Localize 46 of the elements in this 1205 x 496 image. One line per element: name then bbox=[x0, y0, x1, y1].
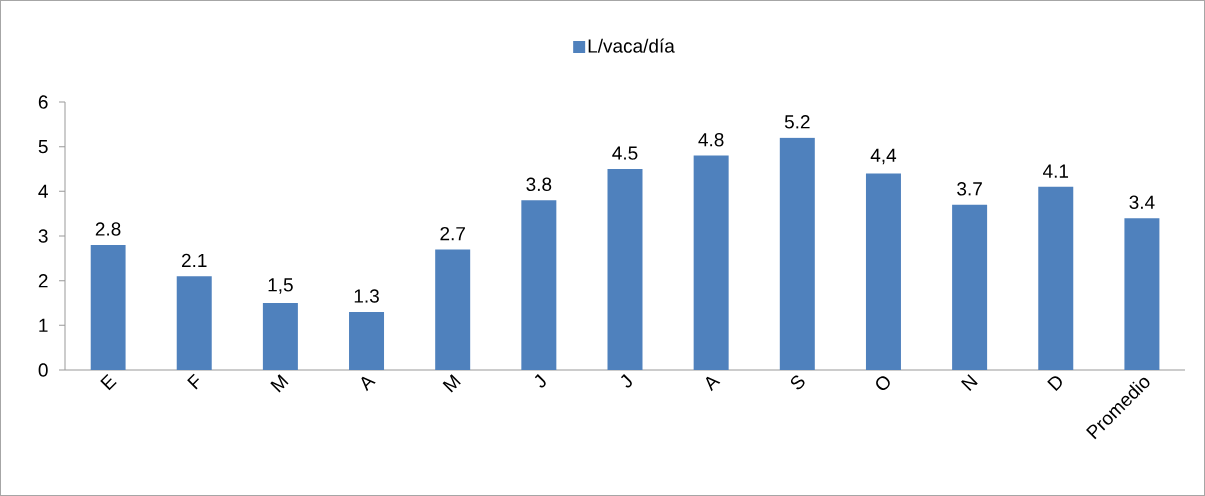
y-tick-label: 2 bbox=[38, 274, 48, 288]
x-tick-label: M bbox=[442, 374, 461, 393]
data-label: 2.8 bbox=[95, 222, 121, 236]
bar bbox=[779, 137, 815, 370]
data-label: 3.4 bbox=[1129, 195, 1155, 209]
data-label: 1.3 bbox=[354, 289, 379, 303]
data-label: 4.5 bbox=[612, 146, 638, 160]
x-tick-label: S bbox=[790, 375, 805, 390]
data-label: 5.2 bbox=[784, 115, 810, 129]
y-tick-label: 3 bbox=[38, 229, 48, 243]
bar bbox=[521, 200, 557, 370]
data-label: 4.1 bbox=[1043, 164, 1069, 178]
x-tick-label: D bbox=[1047, 376, 1062, 391]
bar bbox=[865, 173, 901, 370]
bar bbox=[693, 155, 729, 370]
x-tick-label: A bbox=[705, 376, 721, 392]
x-tick-label: J bbox=[620, 374, 632, 388]
bar bbox=[90, 244, 126, 370]
x-tick-label: F bbox=[187, 373, 200, 390]
data-label: 3.7 bbox=[957, 182, 982, 196]
bar bbox=[176, 276, 212, 370]
y-tick-label: 6 bbox=[38, 95, 48, 109]
bar bbox=[1038, 186, 1074, 370]
x-tick-label: A bbox=[361, 376, 376, 392]
bar bbox=[607, 169, 643, 370]
x-tick-label: M bbox=[270, 374, 289, 393]
y-tick-label: 0 bbox=[38, 363, 48, 377]
data-label: 2.7 bbox=[440, 226, 465, 241]
bar bbox=[262, 303, 298, 370]
data-label: 4.8 bbox=[698, 132, 724, 147]
bar bbox=[952, 204, 988, 370]
y-tick-label: 4 bbox=[38, 184, 48, 198]
data-label: 4,4 bbox=[870, 148, 897, 165]
y-tick-label: 1 bbox=[39, 318, 48, 332]
data-label: 2.1 bbox=[181, 253, 207, 267]
legend-label: L/vaca/día bbox=[588, 38, 675, 53]
x-tick-label: J bbox=[534, 374, 546, 388]
x-tick-label: O bbox=[876, 376, 890, 390]
x-tick-label: E bbox=[100, 373, 117, 391]
data-label: 3.8 bbox=[526, 177, 552, 192]
bar bbox=[435, 249, 471, 370]
x-tick-label: N bbox=[961, 374, 978, 391]
data-label: 1,5 bbox=[268, 278, 293, 294]
bar bbox=[1124, 218, 1160, 370]
y-tick-label: 5 bbox=[38, 140, 48, 154]
bar bbox=[349, 311, 385, 370]
